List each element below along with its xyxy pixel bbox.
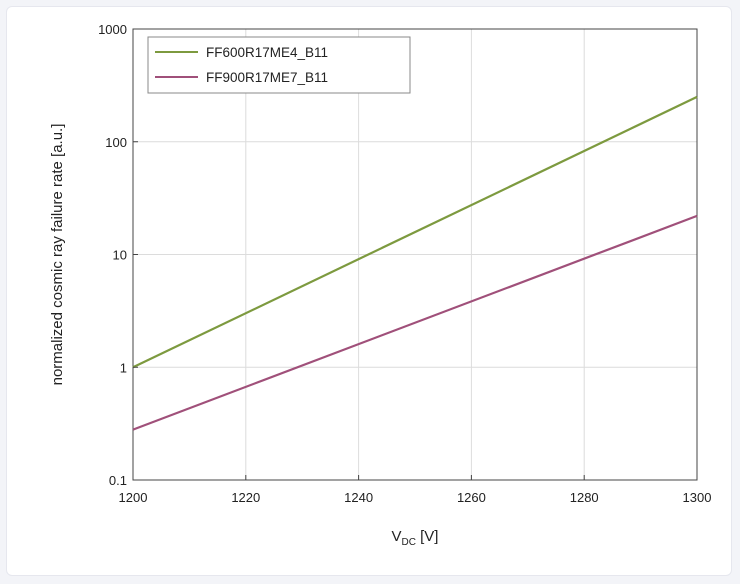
y-tick-label: 1	[120, 360, 127, 375]
y-tick-label: 10	[113, 248, 127, 263]
series-line-ff900r17me7	[132, 214, 698, 431]
x-axis-label-unit: [V]	[416, 528, 439, 545]
y-axis-label: normalized cosmic ray failure rate [a.u.…	[49, 124, 66, 386]
legend: FF600R17ME4_B11 FF900R17ME7_B11	[147, 36, 411, 94]
legend-box	[147, 36, 411, 94]
x-tick-label: 1300	[683, 490, 712, 505]
x-axis-label: VDC [V]	[392, 528, 439, 548]
y-tick-label: 100	[105, 135, 127, 150]
series-line-ff600r17me4	[132, 95, 698, 369]
chart-card	[6, 6, 732, 576]
x-tick-label: 1280	[570, 490, 599, 505]
x-tick-label: 1240	[344, 490, 373, 505]
x-tick-label: 1260	[457, 490, 486, 505]
x-axis-label-sub: DC	[402, 537, 416, 548]
x-tick-label: 1220	[231, 490, 260, 505]
x-tick-label: 1200	[119, 490, 148, 505]
grid	[132, 28, 698, 481]
y-tick-label: 1000	[98, 22, 127, 37]
x-axis-label-main: V	[392, 528, 402, 545]
legend-label-ff600r17me4: FF600R17ME4_B11	[206, 45, 328, 60]
y-tick-label: 0.1	[109, 473, 127, 488]
legend-label-ff900r17me7: FF900R17ME7_B11	[206, 70, 328, 85]
series-group	[132, 95, 698, 431]
tick-labels: 1200 1220 1240 1260 1280 1300 0.1 1 10 100 1000	[98, 22, 711, 505]
